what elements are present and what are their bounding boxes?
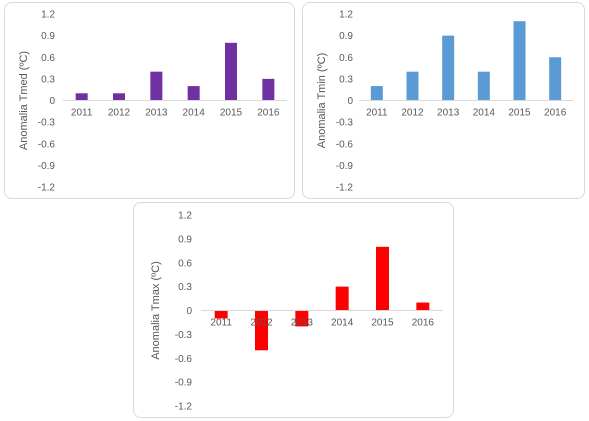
x-tick-label: 2014 [331,318,354,329]
x-tick-label: 2015 [371,318,394,329]
y-tick-label: -0.9 [336,161,354,172]
bar-2011 [75,93,88,101]
x-tick-label: 2014 [473,108,496,119]
bar-2014 [477,71,490,101]
chart-panel-tmin: 1.2 0.9 0.6 0.3 0 -0.3 -0.6 -0.9 -1.2 Anomalia Tm… [302,2,585,199]
x-tick-label: 2013 [291,318,314,329]
x-tick-label: 2011 [366,108,388,119]
bar-2014 [335,286,349,311]
bar-2015 [513,21,526,101]
y-tick-label: -1.2 [336,183,354,194]
x-tick-label: 2011 [210,318,232,329]
y-tick-label: 0.6 [339,53,353,64]
bar-2011 [214,310,228,319]
chart-tmin: 1.2 0.9 0.6 0.3 0 -0.3 -0.6 -0.9 -1.2 Anomalia Tm… [316,10,573,194]
y-tick-label: 0.9 [178,234,192,245]
y-tick-label: 0 [347,96,353,107]
y-tick-label: 0.3 [339,74,353,85]
bar-2014 [187,86,200,101]
y-tick-label: 1.2 [178,211,192,222]
x-tick-label: 2016 [412,318,435,329]
chart-tmax: 1.2 0.9 0.6 0.3 0 -0.3 -0.6 -0.9 -1.2 Anomalia Tm… [150,211,443,413]
bar-2012 [113,93,125,101]
y-tick-label: -0.3 [38,118,56,129]
y-tick-label: -0.9 [38,161,56,172]
x-tick-label: 2014 [183,108,206,119]
bar-2013 [442,35,455,101]
chart-panel-tmed: 1.2 0.9 0.6 0.3 0 -0.3 -0.6 -0.9 -1.2 Anomalia Tm… [4,2,295,199]
y-tick-label: 0.3 [178,282,192,293]
y-axis-title: Anomalia Tmax (ºC) [150,261,162,360]
y-tick-label: -0.6 [38,139,56,150]
x-tick-label: 2015 [220,108,243,119]
bar-2015 [225,42,237,101]
y-tick-label: 1.2 [41,10,55,21]
bar-2016 [416,302,430,311]
chart-tmed: 1.2 0.9 0.6 0.3 0 -0.3 -0.6 -0.9 -1.2 Anomalia Tm… [18,10,287,194]
bar-2011 [370,86,383,101]
y-tick-label: 0 [186,306,192,317]
bar-2013 [295,310,309,327]
y-axis-title: Anomalia Tmed (ºC) [18,51,30,150]
y-tick-label: -0.3 [336,118,354,129]
y-tick-label: 1.2 [339,10,353,21]
x-tick-label: 2015 [508,108,531,119]
x-tick-label: 2013 [145,108,168,119]
bar-2012 [406,71,419,101]
y-tick-label: -1.2 [38,183,56,194]
bar-2016 [262,78,275,101]
x-tick-label: 2012 [401,108,424,119]
y-axis-title: Anomalia Tmin (ºC) [316,53,328,149]
y-tick-label: 0.3 [41,74,55,85]
y-tick-label: 0.6 [178,258,192,269]
x-tick-label: 2012 [250,318,273,329]
bar-2016 [549,57,562,101]
y-tick-label: 0.6 [41,53,55,64]
y-tick-label: -0.6 [336,139,354,150]
bar-2015 [376,246,389,311]
y-tick-label: -0.6 [175,354,193,365]
x-tick-label: 2011 [71,108,93,119]
bar-2013 [150,71,163,101]
y-tick-label: 0.9 [41,31,55,42]
x-tick-label: 2013 [437,108,460,119]
y-tick-label: -1.2 [175,402,193,413]
y-tick-label: -0.3 [175,330,193,341]
y-tick-label: -0.9 [175,378,193,389]
bar-2012 [255,310,268,351]
x-tick-label: 2016 [257,108,280,119]
x-tick-label: 2012 [108,108,131,119]
x-tick-label: 2016 [544,108,567,119]
y-tick-label: 0 [49,96,55,107]
chart-panel-tmax: 1.2 0.9 0.6 0.3 0 -0.3 -0.6 -0.9 -1.2 Anomalia Tm… [133,202,454,418]
y-tick-label: 0.9 [339,31,353,42]
